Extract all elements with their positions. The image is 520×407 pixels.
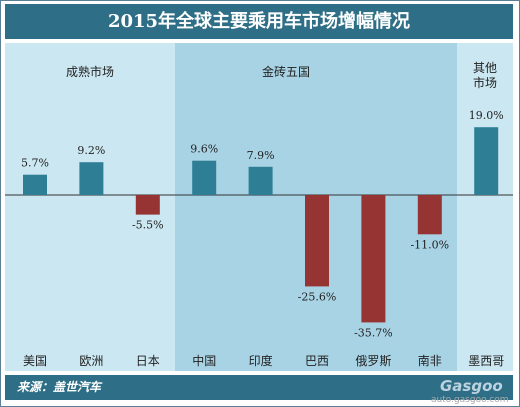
bar-6 [361,195,386,323]
value-label-5: -25.6% [298,290,337,303]
value-label-7: -11.0% [410,238,449,251]
bar-0 [23,174,47,195]
bar-8 [474,127,499,195]
bar-3 [192,160,217,195]
bars [23,127,499,323]
page-title: 2015年全球主要乘用车市场增幅情况 [107,11,411,32]
category-label-4: 印度 [249,353,273,368]
value-label-2: -5.5% [132,219,164,232]
group-bg-other [457,43,513,371]
bar-5 [305,195,329,287]
group-label-mature: 成熟市场 [66,64,114,79]
bar-7 [417,195,442,235]
category-labels: 美国 欧洲 日本 中国 印度 巴西 俄罗斯 南非 墨西哥 [23,353,504,368]
value-label-8: 19.0% [469,109,504,122]
category-label-3: 中国 [192,353,216,368]
footer-bar: 来源：盖世汽车 [5,375,513,400]
category-label-8: 墨西哥 [468,354,504,368]
bar-4 [248,166,273,195]
source-note: 来源：盖世汽车 [17,380,102,394]
value-label-0: 5.7% [21,157,49,170]
value-label-4: 7.9% [247,149,275,162]
value-label-1: 9.2% [77,144,105,157]
category-label-6: 俄罗斯 [355,354,391,368]
category-label-2: 日本 [136,354,160,368]
group-label-brics: 金砖五国 [262,64,310,79]
watermark-url: auto.gasgoo.com [431,395,509,405]
category-label-1: 欧洲 [79,354,103,368]
category-label-0: 美国 [23,354,47,368]
value-label-3: 9.6% [190,143,218,156]
category-label-5: 巴西 [305,354,329,368]
title-bar: 2015年全球主要乘用车市场增幅情况 [5,4,513,39]
group-label-other-line1: 其他 [473,61,497,75]
category-label-7: 南非 [418,353,442,368]
bar-2 [135,195,160,215]
bar-1 [79,162,104,195]
group-label-other-line2: 市场 [473,75,497,90]
group-labels: 成熟市场 金砖五国 其他 市场 [66,61,497,90]
value-labels: 5.7% 9.2% -5.5% 9.6% 7.9% -25.6% -35.7% -11.0% 1… [21,109,504,339]
value-label-6: -35.7% [354,326,393,339]
watermark-logo: Gasgoo [440,377,503,395]
